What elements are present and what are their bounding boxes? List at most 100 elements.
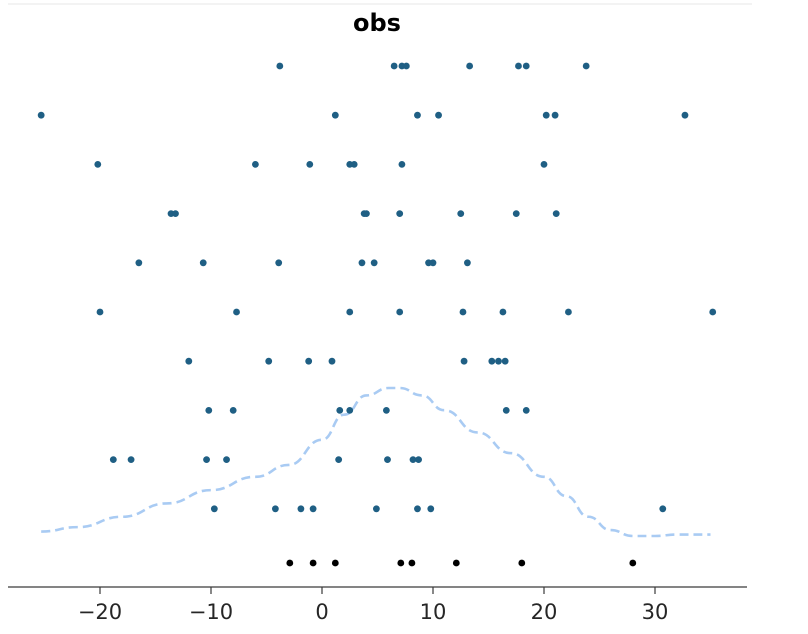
predictive-row (205, 407, 530, 414)
predictive-point (512, 210, 520, 218)
predictive-point (565, 308, 572, 316)
predictive-point (210, 505, 218, 513)
predictive-row (135, 259, 471, 267)
predictive-point (372, 505, 380, 513)
predictive-point (414, 505, 421, 513)
predictive-point (203, 456, 210, 463)
predictive-point (582, 62, 590, 70)
predictive-point (502, 407, 510, 414)
predictive-point (265, 357, 273, 365)
predictive-point (205, 407, 213, 414)
predictive-point (435, 111, 442, 119)
predictive-point (297, 505, 305, 513)
predictive-point (37, 111, 45, 119)
predictive-point (390, 62, 398, 70)
predictive-point (382, 407, 390, 414)
predictive-point (427, 505, 435, 513)
x-tick-label: 10 (420, 600, 447, 624)
x-tick-label: 0 (315, 600, 328, 624)
predictive-point (233, 308, 240, 316)
predictive-point (522, 62, 530, 70)
predictive-point (466, 62, 474, 70)
predictive-point (659, 505, 667, 513)
predictive-point (275, 259, 283, 267)
observed-point (309, 559, 317, 567)
observed-point (518, 559, 526, 567)
predictive-point (522, 407, 530, 414)
predictive-row (109, 456, 422, 463)
predictive-point (414, 111, 421, 119)
predictive-point (346, 308, 354, 316)
predictive-point (94, 161, 102, 168)
predictive-row (210, 505, 667, 513)
predictive-point (709, 308, 717, 316)
predictive-point (409, 456, 417, 463)
predictive-point (328, 357, 336, 365)
predictive-point (488, 357, 496, 365)
predictive-point (223, 456, 230, 463)
predictive-point (309, 505, 317, 513)
predictive-point (172, 210, 179, 218)
predictive-point (540, 161, 548, 168)
predictive-row (94, 161, 548, 168)
x-tick-label: 20 (531, 600, 558, 624)
predictive-point (229, 407, 237, 414)
observed-point (452, 559, 460, 567)
predictive-row (276, 62, 590, 70)
predictive-point (305, 357, 313, 365)
predictive-point (358, 259, 366, 267)
predictive-point (363, 210, 370, 218)
predictive-point (96, 308, 104, 316)
predictive-point (551, 111, 559, 119)
predictive-point (542, 111, 550, 119)
predictive-point (501, 357, 509, 365)
observed-point (331, 559, 339, 567)
predictive-point (429, 259, 437, 267)
predictive-point (552, 210, 560, 218)
predictive-point (336, 407, 344, 414)
predictive-point (396, 210, 404, 218)
predictive-point (276, 62, 284, 70)
predictive-row (37, 111, 689, 119)
predictive-row (167, 210, 560, 218)
predictive-point (109, 456, 117, 463)
observed-point (286, 559, 294, 567)
predictive-point (398, 161, 406, 168)
predictive-point (350, 161, 358, 168)
predictive-point (306, 161, 314, 168)
predictive-row (185, 357, 509, 365)
predictive-point (459, 308, 467, 316)
predictive-point (499, 308, 507, 316)
predictive-point (127, 456, 135, 463)
x-axis-ticks: −20 −10 0 10 20 30 (78, 587, 669, 624)
predictive-points (37, 62, 717, 513)
predictive-point (415, 456, 422, 463)
observed-point (629, 559, 637, 567)
predictive-point (199, 259, 207, 267)
x-tick-label: −20 (78, 600, 122, 624)
predictive-point (271, 505, 279, 513)
x-tick-label: 30 (642, 600, 669, 624)
predictive-point (457, 210, 465, 218)
predictive-point (396, 308, 404, 316)
observed-point (408, 559, 416, 567)
predictive-point (252, 161, 259, 168)
predictive-point (370, 259, 378, 267)
predictive-point (346, 407, 354, 414)
predictive-point (185, 357, 193, 365)
predictive-point (464, 259, 471, 267)
predictive-row (96, 308, 717, 316)
predictive-point (681, 111, 689, 119)
predictive-point (495, 357, 502, 365)
predictive-point (515, 62, 522, 70)
predictive-point (335, 456, 343, 463)
chart-title: obs (353, 9, 401, 37)
predictive-point (384, 456, 391, 463)
kde-line (41, 386, 711, 538)
predictive-point (135, 259, 143, 267)
predictive-point (331, 111, 339, 119)
observed-point (397, 559, 405, 567)
kde-curve (41, 386, 711, 538)
x-tick-label: −10 (189, 600, 233, 624)
